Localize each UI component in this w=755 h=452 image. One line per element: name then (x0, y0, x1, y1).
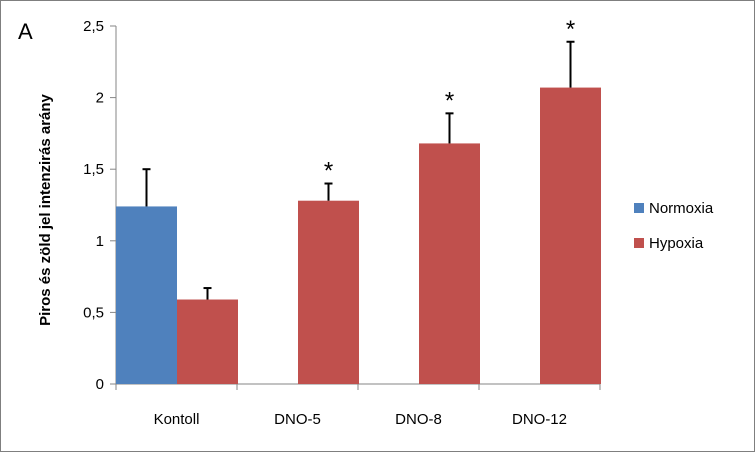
plot-area: 0 0,5 1 1,5 2 2,5 Kontoll DNO-5 DNO-8 DNO-12 * * * (83, 16, 601, 428)
y-axis-label: Piros és zöld jel intenzirás arány (37, 93, 54, 325)
y-tick-label: 0 (96, 376, 104, 393)
bar-hypoxia (298, 200, 359, 384)
y-tick-label: 1,5 (83, 161, 104, 178)
y-tick-label: 0,5 (83, 304, 104, 321)
significance-marker: * (445, 87, 454, 114)
legend-label-hypoxia: Hypoxia (649, 235, 704, 252)
y-tick-label: 2,5 (83, 18, 104, 35)
x-tick-label: Kontoll (154, 411, 200, 428)
significance-marker: * (566, 16, 575, 43)
bar-hypoxia (177, 299, 238, 384)
panel-label: A (18, 19, 33, 44)
x-tick-label: DNO-12 (512, 411, 567, 428)
y-tick-label: 2 (96, 90, 104, 107)
y-tick-label: 1 (96, 233, 104, 250)
legend-swatch-normoxia (634, 203, 644, 213)
legend: Normoxia Hypoxia (634, 200, 714, 252)
bar-normoxia (116, 206, 177, 384)
legend-swatch-hypoxia (634, 238, 644, 248)
x-tick-label: DNO-5 (274, 411, 321, 428)
x-tick-label: DNO-8 (395, 411, 442, 428)
legend-label-normoxia: Normoxia (649, 200, 714, 217)
bar-hypoxia (540, 87, 601, 385)
bar-hypoxia (419, 143, 480, 384)
significance-marker: * (324, 158, 333, 185)
